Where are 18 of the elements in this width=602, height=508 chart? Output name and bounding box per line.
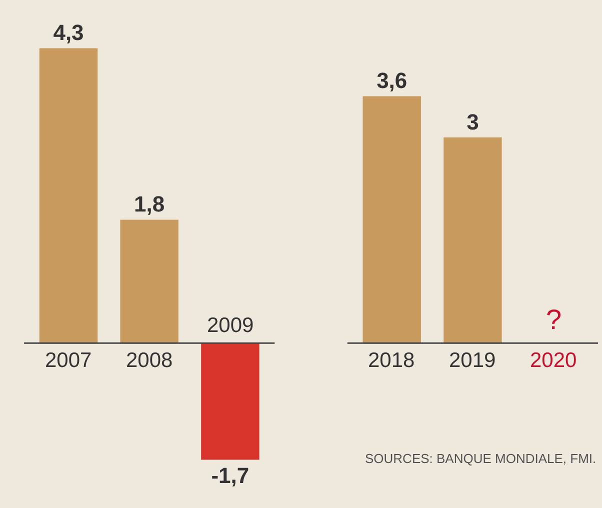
data-label: -1,7	[211, 462, 250, 488]
x-tick-label: 2019	[449, 349, 496, 372]
x-tick-label: 2018	[368, 349, 415, 372]
text: ?	[546, 304, 562, 335]
data-label: 3,6	[376, 68, 408, 94]
data-label: 3	[466, 109, 479, 134]
x-tick-label: 2008	[126, 349, 173, 372]
x-tick-label: 2020	[530, 349, 577, 372]
bar	[362, 96, 421, 344]
x-tick-label: 2009	[207, 314, 254, 337]
bar	[201, 343, 260, 460]
annotation: SOURCES: BANQUE MONDIALE, FMI.	[365, 451, 596, 466]
data-label: 4,3	[53, 20, 84, 46]
bar	[39, 48, 98, 344]
bar	[120, 220, 178, 344]
x-tick-label: 2007	[45, 349, 92, 372]
data-label: 1,8	[134, 192, 165, 217]
bar	[444, 137, 502, 344]
